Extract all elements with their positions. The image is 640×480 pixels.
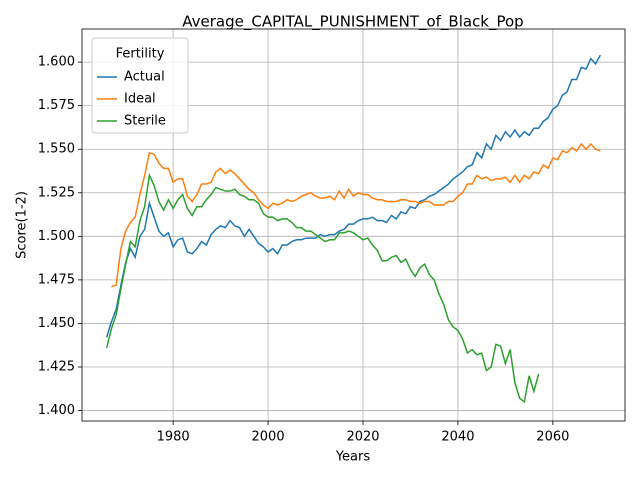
y-tick-label: 1.425 xyxy=(38,359,75,374)
legend-label: Actual xyxy=(124,70,165,85)
x-tick-label: 2000 xyxy=(252,430,285,445)
plot-frame xyxy=(81,28,626,422)
y-axis-label: Score(1-2) xyxy=(15,191,30,259)
x-tick-label: 2020 xyxy=(346,430,379,445)
legend-label: Ideal xyxy=(124,92,156,107)
y-tick-label: 1.600 xyxy=(38,55,75,70)
x-tick-label: 1980 xyxy=(157,430,190,445)
legend-title: Fertility xyxy=(116,47,165,62)
series-line xyxy=(105,172,540,404)
y-tick-label: 1.500 xyxy=(38,229,75,244)
legend-box xyxy=(91,37,189,134)
x-tick-label: 2060 xyxy=(536,430,569,445)
chart-title: Average_CAPITAL_PUNISHMENT_of_Black_Pop xyxy=(182,13,523,32)
y-tick-label: 1.400 xyxy=(38,403,75,418)
y-tick-label: 1.450 xyxy=(38,316,75,331)
x-tick-label: 2040 xyxy=(441,430,474,445)
y-tick-label: 1.525 xyxy=(38,185,75,200)
y-tick-label: 1.575 xyxy=(38,98,75,113)
legend-label: Sterile xyxy=(124,114,166,129)
y-tick-label: 1.475 xyxy=(38,272,75,287)
series-line xyxy=(105,54,601,338)
x-axis-label: Years xyxy=(335,450,371,465)
y-tick-label: 1.550 xyxy=(38,142,75,157)
series-line xyxy=(111,142,601,288)
